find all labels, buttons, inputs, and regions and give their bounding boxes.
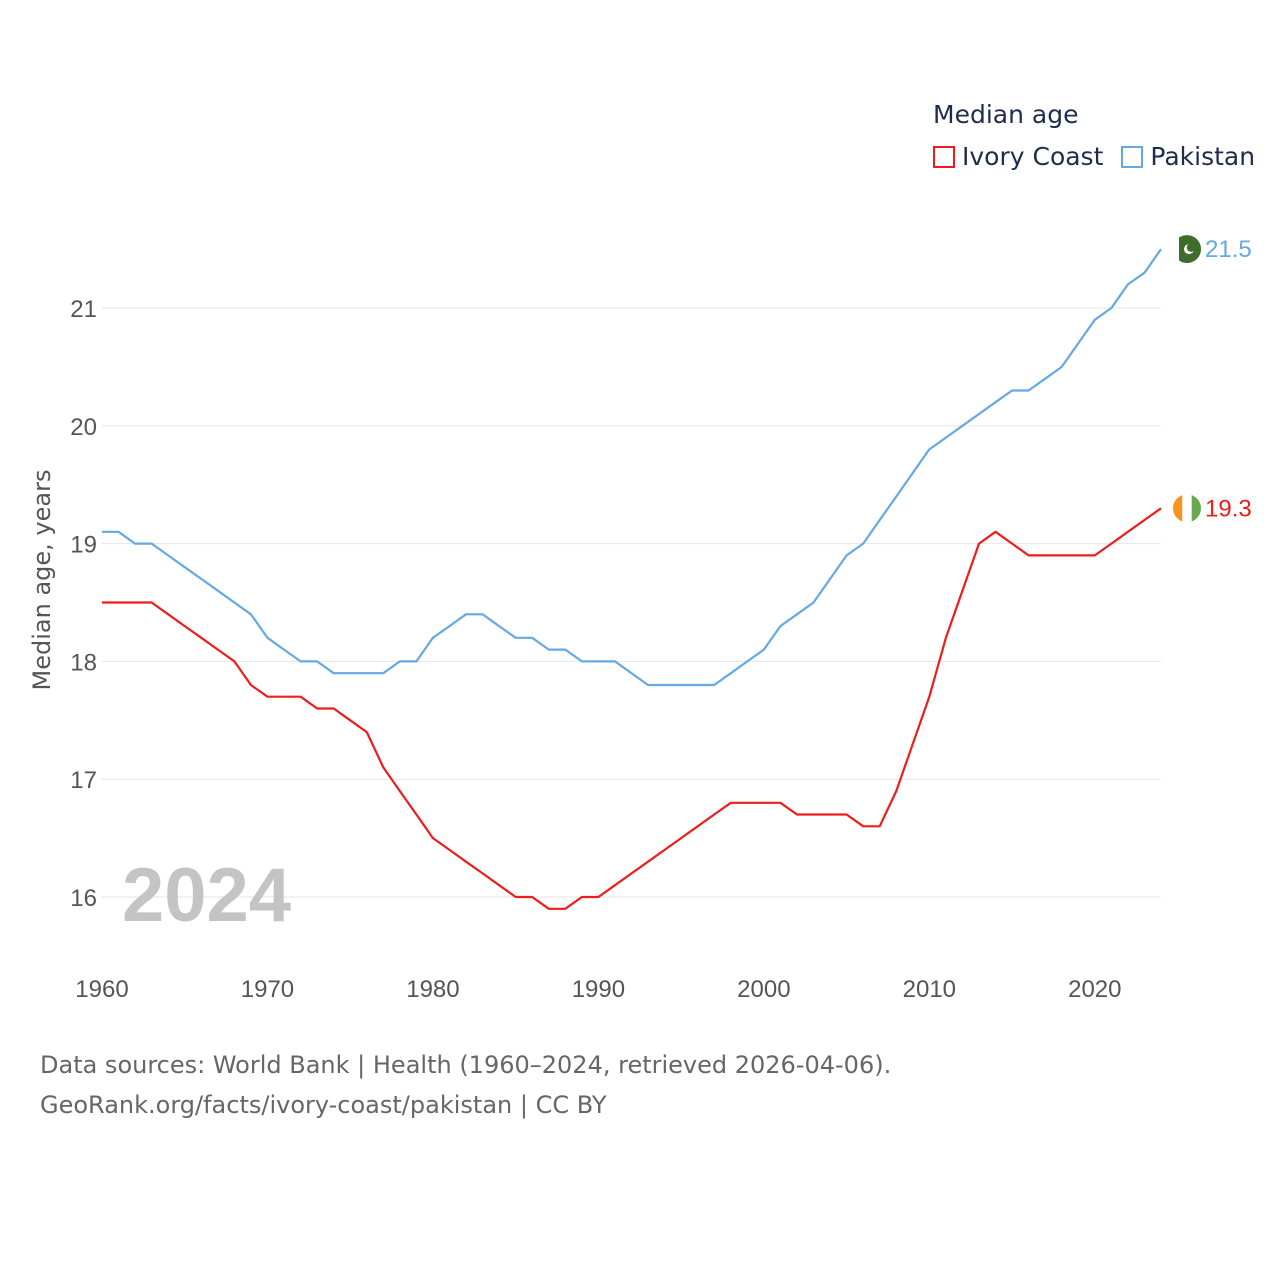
- x-tick-1970: 1970: [241, 976, 294, 1003]
- y-tick-18: 18: [70, 649, 97, 676]
- ivory-coast-flag-icon: [1173, 494, 1201, 523]
- x-tick-1960: 1960: [75, 976, 128, 1003]
- x-tick-2010: 2010: [903, 976, 956, 1003]
- flag-green-band: [1191, 494, 1201, 523]
- series-line-pakistan: [102, 248, 1162, 687]
- end-markers: 19.3 21.5: [1173, 235, 1252, 523]
- pakistan-flag-crescent-cut: [1186, 243, 1196, 252]
- y-tick-17: 17: [70, 767, 97, 794]
- y-axis-label: Median age, years: [28, 469, 56, 691]
- flag-white-band: [1182, 494, 1192, 523]
- end-label-pakistan: 21.5: [1205, 236, 1252, 263]
- source-line-2[interactable]: GeoRank.org/facts/ivory-coast/pakistan |…: [40, 1091, 607, 1119]
- source-note: Data sources: World Bank | Health (1960–…: [40, 1045, 891, 1125]
- source-line-1: Data sources: World Bank | Health (1960–…: [40, 1051, 892, 1079]
- legend-swatch-ivory-coast: [933, 145, 955, 168]
- x-tick-1980: 1980: [406, 976, 459, 1003]
- end-label-ivory-coast: 19.3: [1205, 495, 1252, 522]
- legend-item-ivory-coast[interactable]: Ivory Coast: [933, 142, 1103, 171]
- series-line-ivory-coast: [102, 507, 1162, 910]
- x-tick-2020: 2020: [1068, 976, 1121, 1003]
- legend-label-ivory-coast: Ivory Coast: [962, 142, 1104, 171]
- y-tick-16: 16: [70, 885, 97, 912]
- legend-label-pakistan: Pakistan: [1150, 142, 1256, 171]
- legend-item-pakistan[interactable]: Pakistan: [1121, 142, 1255, 171]
- legend-swatch-pakistan: [1121, 145, 1144, 168]
- legend: Ivory Coast Pakistan: [933, 142, 1273, 171]
- end-marker-ivory-coast: 19.3: [1173, 494, 1252, 523]
- x-tick-labels: 1960 1970 1980 1990 2000 2010 2020: [75, 976, 1121, 1003]
- y-tick-labels: 16 17 18 19 20 21: [70, 296, 97, 912]
- pakistan-flag-white-band: [1173, 235, 1179, 264]
- y-tick-20: 20: [70, 414, 97, 441]
- end-marker-pakistan: 21.5: [1173, 235, 1252, 264]
- year-watermark: 2024: [122, 853, 291, 938]
- flag-orange-band: [1173, 494, 1183, 523]
- x-tick-2000: 2000: [737, 976, 790, 1003]
- gridlines: [102, 307, 1161, 898]
- y-tick-21: 21: [70, 296, 97, 323]
- legend-title: Median age: [933, 100, 1079, 129]
- x-tick-1990: 1990: [572, 976, 625, 1003]
- series-lines: [102, 248, 1162, 910]
- y-tick-19: 19: [70, 532, 97, 559]
